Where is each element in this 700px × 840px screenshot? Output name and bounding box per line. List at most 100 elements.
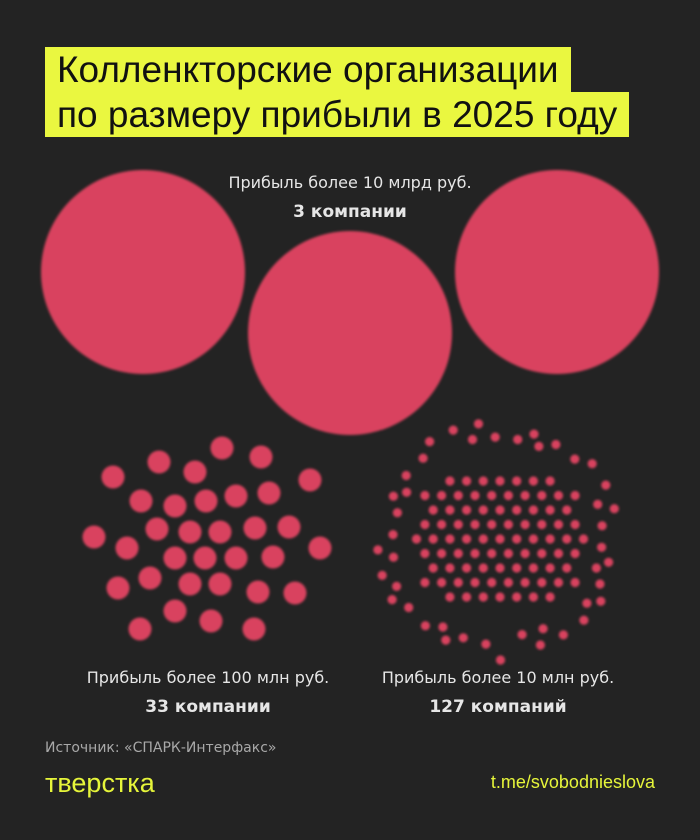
channel-link[interactable]: t.me/svobodnieslova bbox=[490, 772, 655, 792]
company-bubble-small bbox=[597, 542, 607, 552]
company-bubble-small bbox=[470, 519, 480, 530]
company-bubble-small bbox=[537, 519, 547, 530]
company-bubble-medium bbox=[194, 489, 218, 513]
company-bubble-small bbox=[517, 630, 527, 640]
company-bubble-small bbox=[551, 439, 561, 450]
company-bubble-small bbox=[570, 490, 580, 501]
company-bubble-small bbox=[512, 476, 522, 486]
company-bubble-small bbox=[470, 577, 480, 588]
company-bubble-small bbox=[513, 434, 523, 445]
company-bubble-large bbox=[41, 170, 245, 374]
company-bubble-small bbox=[512, 534, 522, 544]
company-bubble-small bbox=[578, 534, 589, 544]
group-medium-profit bbox=[82, 436, 332, 641]
company-bubble-medium bbox=[193, 546, 217, 570]
company-bubble-small bbox=[562, 534, 572, 544]
company-bubble-small bbox=[420, 577, 430, 588]
company-bubble-small bbox=[478, 476, 488, 486]
company-bubble-small bbox=[545, 592, 555, 602]
group-small-profit bbox=[373, 419, 619, 665]
company-bubble-small bbox=[545, 476, 555, 486]
company-bubble-small bbox=[503, 577, 513, 588]
company-bubble-medium bbox=[178, 520, 202, 544]
company-bubble-medium bbox=[246, 580, 270, 604]
company-bubble-small bbox=[604, 557, 614, 567]
company-bubble-medium bbox=[183, 460, 207, 484]
company-bubble-small bbox=[377, 570, 387, 581]
company-bubble-medium bbox=[163, 599, 187, 623]
company-bubble-small bbox=[528, 476, 539, 486]
company-bubble-small bbox=[411, 534, 422, 544]
company-bubble-medium bbox=[243, 516, 267, 540]
company-bubble-small bbox=[445, 476, 455, 486]
company-bubble-small bbox=[388, 552, 399, 562]
group-3-label: Прибыль более 10 млн руб. bbox=[381, 668, 615, 687]
company-bubble-small bbox=[420, 519, 430, 530]
company-bubble-large bbox=[248, 231, 452, 435]
company-bubble-small bbox=[558, 630, 569, 640]
company-bubble-small bbox=[453, 548, 463, 559]
company-bubble-medium bbox=[106, 576, 130, 600]
company-bubble-small bbox=[534, 441, 544, 451]
company-bubble-small bbox=[593, 499, 603, 509]
company-bubble-small bbox=[562, 505, 572, 515]
company-bubble-medium bbox=[163, 494, 187, 518]
group-2-count: 33 компании bbox=[145, 697, 271, 717]
company-bubble-small bbox=[535, 640, 546, 650]
company-bubble-medium bbox=[257, 481, 281, 505]
group-3-count: 127 компаний bbox=[429, 697, 567, 717]
company-bubble-small bbox=[503, 548, 513, 559]
company-bubble-small bbox=[418, 453, 428, 463]
company-bubble-medium bbox=[129, 489, 153, 513]
group-1-count: 3 компании bbox=[293, 202, 407, 222]
company-bubble-small bbox=[553, 577, 564, 588]
company-bubble-small bbox=[420, 621, 430, 631]
company-bubble-small bbox=[512, 505, 522, 515]
company-bubble-medium bbox=[178, 572, 202, 596]
label-group-1: Прибыль более 10 млрд руб. 3 компании bbox=[190, 172, 510, 226]
company-bubble-small bbox=[553, 519, 564, 530]
company-bubble-small bbox=[528, 534, 539, 544]
group-2-label: Прибыль более 100 млн руб. bbox=[86, 668, 330, 687]
label-group-2: Прибыль более 100 млн руб. 33 компании bbox=[48, 667, 368, 721]
group-1-label: Прибыль более 10 млрд руб. bbox=[228, 173, 472, 192]
company-bubble-small bbox=[470, 490, 480, 501]
company-bubble-small bbox=[462, 534, 472, 544]
company-bubble-small bbox=[428, 505, 438, 515]
company-bubble-small bbox=[392, 581, 402, 592]
company-bubble-small bbox=[495, 534, 505, 544]
company-bubble-small bbox=[520, 548, 530, 559]
company-bubble-small bbox=[437, 519, 447, 530]
company-bubble-small bbox=[445, 563, 455, 573]
company-bubble-small bbox=[512, 563, 522, 573]
company-bubble-medium bbox=[298, 468, 322, 492]
company-bubble-small bbox=[597, 521, 607, 531]
company-bubble-small bbox=[428, 563, 438, 573]
company-bubble-medium bbox=[261, 545, 285, 569]
company-bubble-medium bbox=[224, 484, 248, 508]
company-bubble-small bbox=[487, 490, 497, 501]
company-bubble-small bbox=[462, 563, 472, 573]
company-bubble-small bbox=[428, 534, 438, 544]
company-bubble-small bbox=[462, 476, 472, 486]
company-bubble-small bbox=[490, 432, 500, 442]
company-bubble-small bbox=[495, 563, 505, 573]
company-bubble-small bbox=[438, 622, 448, 632]
company-bubble-small bbox=[570, 548, 580, 559]
company-bubble-small bbox=[448, 425, 458, 435]
company-bubble-small bbox=[587, 459, 597, 469]
company-bubble-small bbox=[453, 519, 463, 530]
company-bubble-medium bbox=[210, 436, 234, 460]
company-bubble-medium bbox=[147, 450, 171, 474]
company-bubble-small bbox=[404, 602, 414, 613]
company-bubble-small bbox=[545, 563, 555, 573]
company-bubble-small bbox=[528, 592, 539, 602]
company-bubble-small bbox=[437, 577, 447, 588]
company-bubble-small bbox=[520, 490, 530, 501]
company-bubble-small bbox=[595, 579, 605, 589]
company-bubble-small bbox=[582, 598, 592, 608]
company-bubble-small bbox=[487, 577, 497, 588]
company-bubble-medium bbox=[249, 445, 273, 469]
company-bubble-small bbox=[387, 595, 397, 605]
company-bubble-small bbox=[528, 563, 539, 573]
